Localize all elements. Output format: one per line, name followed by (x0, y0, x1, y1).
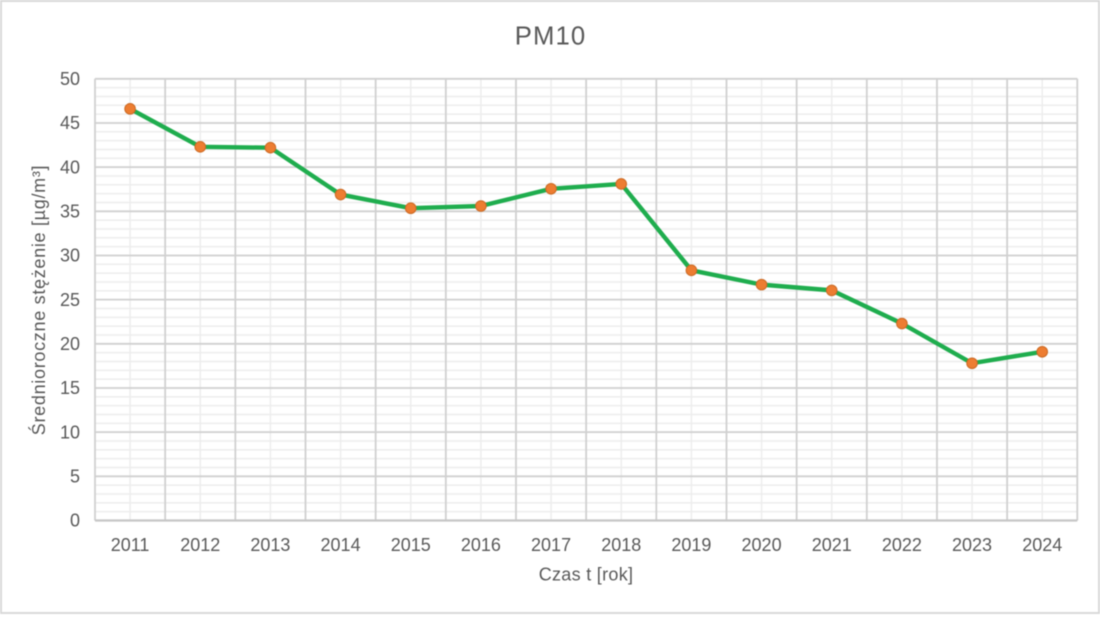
svg-text:35: 35 (60, 202, 80, 222)
svg-text:2016: 2016 (461, 535, 501, 555)
svg-text:2023: 2023 (952, 535, 992, 555)
svg-text:2012: 2012 (180, 535, 220, 555)
svg-text:2015: 2015 (391, 535, 431, 555)
svg-text:15: 15 (60, 378, 80, 398)
svg-text:50: 50 (60, 69, 80, 89)
svg-text:2019: 2019 (671, 535, 711, 555)
svg-text:2021: 2021 (812, 535, 852, 555)
svg-text:2020: 2020 (742, 535, 782, 555)
svg-text:2011: 2011 (111, 535, 150, 555)
svg-text:2022: 2022 (882, 535, 922, 555)
svg-text:40: 40 (60, 157, 80, 177)
svg-text:5: 5 (70, 467, 80, 487)
svg-text:30: 30 (60, 246, 80, 266)
svg-text:10: 10 (60, 422, 80, 442)
svg-text:Czas t [rok]: Czas t [rok] (539, 565, 634, 585)
svg-text:2013: 2013 (250, 535, 290, 555)
svg-text:0: 0 (70, 511, 80, 531)
svg-text:PM10: PM10 (515, 22, 587, 50)
svg-text:45: 45 (60, 113, 80, 133)
svg-text:2014: 2014 (321, 535, 361, 555)
svg-text:25: 25 (60, 290, 80, 310)
svg-text:20: 20 (60, 334, 80, 354)
svg-text:2017: 2017 (531, 535, 571, 555)
svg-text:Średnioroczne stężenie [µg/m³]: Średnioroczne stężenie [µg/m³] (28, 165, 49, 436)
svg-text:2018: 2018 (601, 535, 641, 555)
svg-text:2024: 2024 (1022, 535, 1062, 555)
